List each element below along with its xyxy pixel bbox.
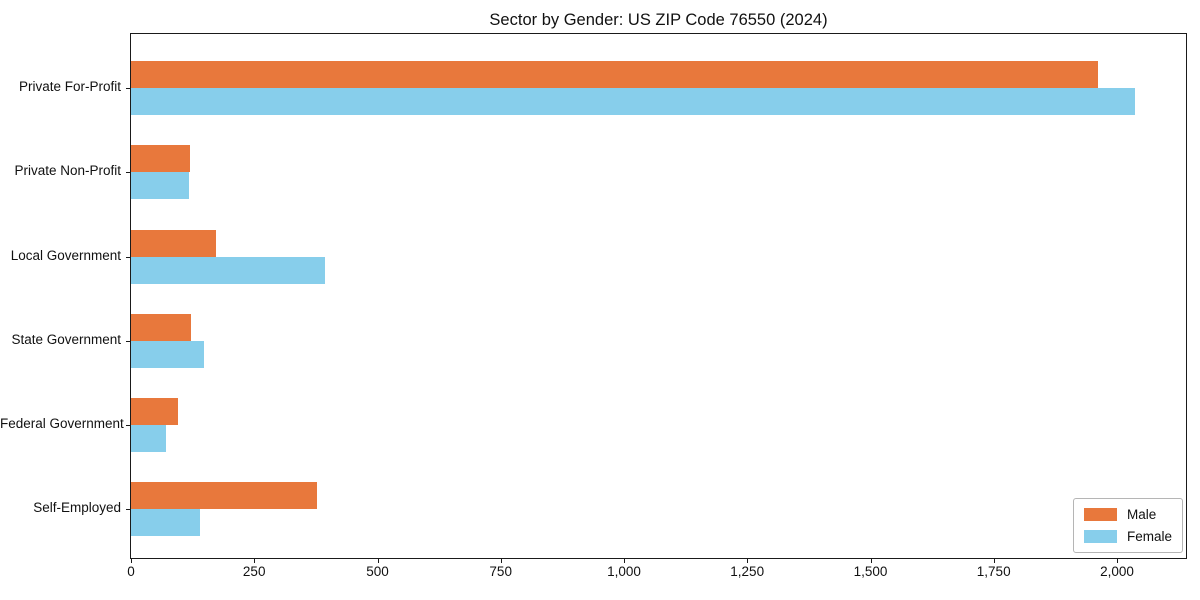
bar-male-state-government (131, 314, 192, 341)
x-tick-label-1000: 1,000 (607, 564, 641, 579)
x-tick-label-2000: 2,000 (1100, 564, 1134, 579)
x-tick-label-0: 0 (127, 564, 135, 579)
y-tick-federal-government (126, 425, 130, 426)
legend-swatch-female (1083, 530, 1117, 543)
y-tick-state-government (126, 341, 130, 342)
x-tick-1250 (747, 559, 749, 563)
y-tick-self-employed (126, 509, 130, 510)
category-label-private-non-profit: Private Non-Profit (14, 163, 121, 178)
y-tick-local-government (126, 257, 130, 258)
x-tick-1500 (870, 559, 872, 563)
bar-female-private-non-profit (131, 172, 190, 199)
x-tick-label-1250: 1,250 (730, 564, 765, 579)
bar-female-state-government (131, 341, 204, 368)
legend: Male Female (1072, 498, 1183, 553)
bar-male-private-non-profit (131, 145, 191, 172)
bar-male-self-employed (131, 482, 318, 509)
x-tick-0 (131, 559, 132, 563)
x-tick-label-500: 500 (366, 564, 389, 579)
legend-label-male: Male (1126, 507, 1157, 522)
category-label-state-government: State Government (11, 332, 121, 347)
bar-male-local-government (131, 230, 216, 257)
x-tick-label-1500: 1,500 (853, 564, 888, 579)
bar-female-local-government (131, 257, 325, 284)
x-tick-500 (377, 559, 379, 563)
y-tick-private-for-profit (126, 88, 130, 89)
bar-male-federal-government (131, 398, 179, 425)
x-tick-250 (254, 559, 256, 563)
bar-female-self-employed (131, 509, 200, 536)
x-tick-label-1750: 1,750 (976, 564, 1011, 579)
x-tick-1000 (624, 559, 625, 563)
category-label-federal-government: Federal Government (0, 416, 124, 431)
category-label-local-government: Local Government (10, 248, 121, 263)
x-tick-2000 (1117, 559, 1118, 563)
bar-male-private-for-profit (131, 61, 1098, 88)
chart-title: Sector by Gender: US ZIP Code 76550 (202… (489, 11, 828, 29)
x-tick-750 (500, 559, 502, 563)
category-label-private-for-profit: Private For-Profit (18, 79, 121, 94)
legend-item-female: Female (1083, 529, 1172, 544)
x-tick-label-750: 750 (489, 564, 512, 579)
bar-female-federal-government (131, 425, 166, 452)
plot-area: Male Female (130, 33, 1187, 559)
x-tick-1750 (993, 559, 995, 563)
legend-label-female: Female (1126, 529, 1172, 544)
x-tick-label-250: 250 (242, 564, 266, 579)
bar-female-private-for-profit (131, 88, 1136, 115)
legend-item-male: Male (1083, 507, 1172, 522)
category-label-self-employed: Self-Employed (33, 500, 121, 515)
legend-swatch-male (1083, 508, 1117, 521)
y-tick-private-non-profit (126, 172, 130, 173)
